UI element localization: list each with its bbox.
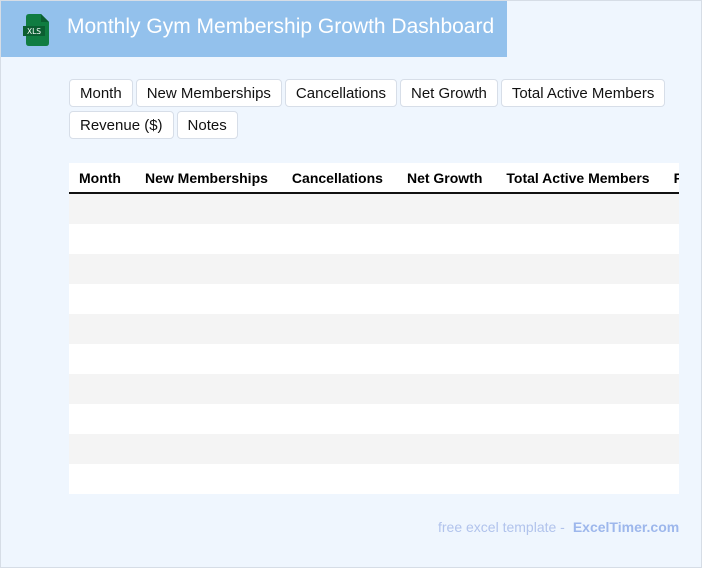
table-cell[interactable] (663, 254, 679, 284)
table-cell[interactable] (396, 344, 497, 374)
table-cell[interactable] (69, 344, 135, 374)
table-cell[interactable] (134, 224, 282, 254)
table-header-row: Month New Memberships Cancellations Net Gro… (69, 163, 679, 194)
table-cell[interactable] (134, 284, 282, 314)
table-row (69, 254, 679, 284)
table-cell[interactable] (69, 193, 135, 224)
table-cell[interactable] (663, 193, 679, 224)
table-cell[interactable] (663, 374, 679, 404)
column-chips: Month New Memberships Cancellations Net Gro… (69, 79, 679, 139)
table-cell[interactable] (69, 284, 135, 314)
table-cell[interactable] (496, 404, 664, 434)
table-cell[interactable] (396, 224, 497, 254)
table-cell[interactable] (663, 404, 679, 434)
column-chip[interactable]: Total Active Members (500, 79, 666, 107)
table-cell[interactable] (496, 464, 664, 494)
table-cell[interactable] (281, 193, 397, 224)
table-cell[interactable] (134, 193, 282, 224)
table-row (69, 464, 679, 494)
column-chip[interactable]: Revenue ($) (69, 111, 174, 139)
column-chip[interactable]: Month (69, 79, 133, 107)
table-cell[interactable] (69, 464, 135, 494)
column-header[interactable]: Month (69, 163, 135, 194)
table-cell[interactable] (496, 314, 664, 344)
data-table: Month New Memberships Cancellations Net Gro… (69, 163, 679, 494)
table-cell[interactable] (281, 404, 397, 434)
page-title: Monthly Gym Membership Growth Dashboard (67, 15, 495, 38)
table-cell[interactable] (134, 464, 282, 494)
table-cell[interactable] (396, 254, 497, 284)
table-cell[interactable] (281, 434, 397, 464)
table-cell[interactable] (134, 314, 282, 344)
table-cell[interactable] (663, 344, 679, 374)
table-cell[interactable] (663, 284, 679, 314)
table-cell[interactable] (69, 314, 135, 344)
table-cell[interactable] (663, 224, 679, 254)
table-cell[interactable] (281, 374, 397, 404)
column-header[interactable]: Revenue (663, 163, 679, 194)
table-row (69, 224, 679, 254)
table-cell[interactable] (396, 434, 497, 464)
table-cell[interactable] (396, 464, 497, 494)
table-cell[interactable] (281, 254, 397, 284)
column-chip[interactable]: Cancellations (284, 79, 397, 107)
table-row (69, 434, 679, 464)
footer: free excel template - ExcelTimer.com (438, 519, 679, 535)
table-cell[interactable] (496, 224, 664, 254)
table-cell[interactable] (663, 434, 679, 464)
column-chip[interactable]: New Memberships (135, 79, 282, 107)
table-cell[interactable] (396, 404, 497, 434)
table-row (69, 344, 679, 374)
table-cell[interactable] (496, 254, 664, 284)
table-cell[interactable] (281, 224, 397, 254)
table-cell[interactable] (69, 404, 135, 434)
table-cell[interactable] (663, 314, 679, 344)
header-banner: XLS Monthly Gym Membership Growth Dashbo… (1, 1, 507, 57)
table-cell[interactable] (281, 284, 397, 314)
table-cell[interactable] (496, 284, 664, 314)
table-cell[interactable] (396, 193, 497, 224)
table-cell[interactable] (134, 434, 282, 464)
column-header[interactable]: New Memberships (134, 163, 282, 194)
xls-file-icon: XLS (23, 14, 49, 46)
table-cell[interactable] (134, 344, 282, 374)
table-cell[interactable] (496, 344, 664, 374)
table-row (69, 314, 679, 344)
table-cell[interactable] (134, 374, 282, 404)
column-header[interactable]: Net Growth (396, 163, 497, 194)
table-row (69, 404, 679, 434)
table-row (69, 374, 679, 404)
table-cell[interactable] (69, 434, 135, 464)
table-cell[interactable] (281, 314, 397, 344)
table-cell[interactable] (396, 284, 497, 314)
table-cell[interactable] (496, 434, 664, 464)
table-cell[interactable] (281, 344, 397, 374)
svg-text:XLS: XLS (27, 27, 41, 36)
table-cell[interactable] (134, 254, 282, 284)
table-row (69, 284, 679, 314)
table-cell[interactable] (134, 404, 282, 434)
column-chip[interactable]: Notes (176, 111, 238, 139)
table-row (69, 193, 679, 224)
table-cell[interactable] (69, 254, 135, 284)
table-cell[interactable] (663, 464, 679, 494)
table-cell[interactable] (396, 314, 497, 344)
table-cell[interactable] (496, 193, 664, 224)
table-cell[interactable] (69, 374, 135, 404)
table-cell[interactable] (396, 374, 497, 404)
footer-brand-link[interactable]: ExcelTimer.com (572, 519, 680, 535)
column-chip[interactable]: Net Growth (399, 79, 498, 107)
footer-text: free excel template - (438, 519, 565, 535)
column-header[interactable]: Total Active Members (496, 163, 664, 194)
table-cell[interactable] (496, 374, 664, 404)
column-header[interactable]: Cancellations (281, 163, 397, 194)
table-cell[interactable] (69, 224, 135, 254)
table-cell[interactable] (281, 464, 397, 494)
